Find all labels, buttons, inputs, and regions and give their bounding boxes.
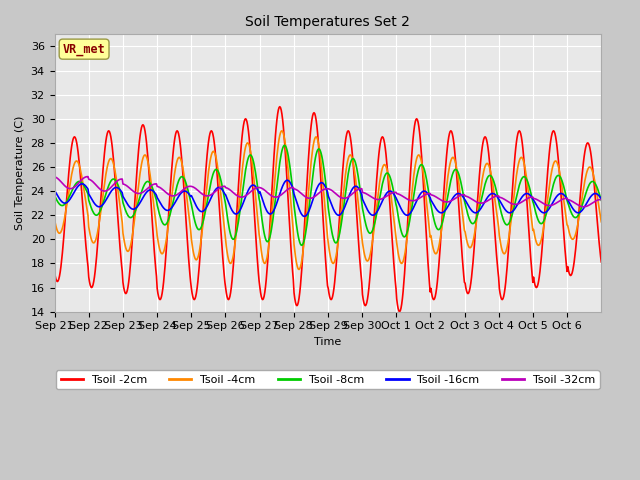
Y-axis label: Soil Temperature (C): Soil Temperature (C) bbox=[15, 116, 25, 230]
Text: VR_met: VR_met bbox=[63, 43, 106, 56]
X-axis label: Time: Time bbox=[314, 337, 342, 347]
Legend: Tsoil -2cm, Tsoil -4cm, Tsoil -8cm, Tsoil -16cm, Tsoil -32cm: Tsoil -2cm, Tsoil -4cm, Tsoil -8cm, Tsoi… bbox=[56, 371, 600, 389]
Title: Soil Temperatures Set 2: Soil Temperatures Set 2 bbox=[246, 15, 410, 29]
